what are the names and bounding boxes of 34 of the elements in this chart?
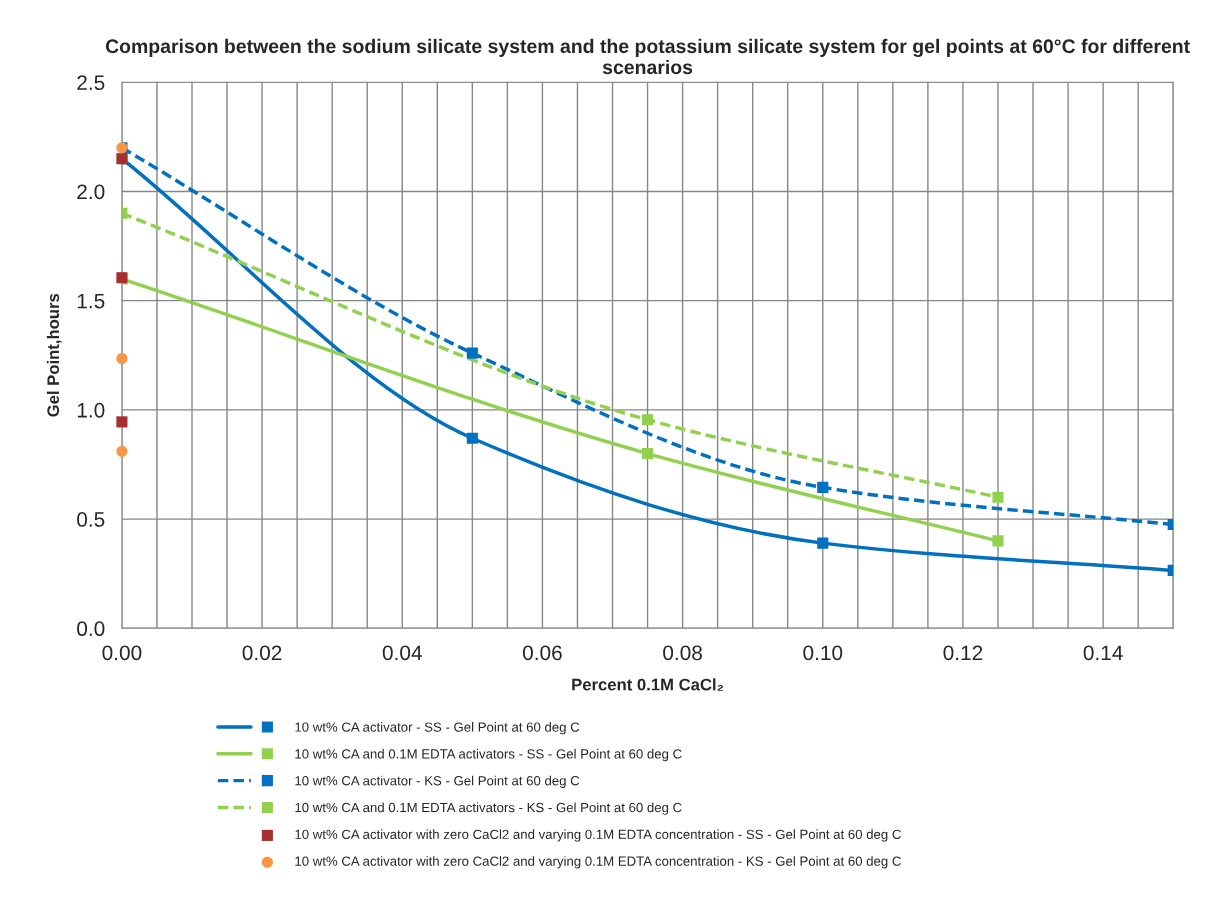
y-tick-label: 0.5 xyxy=(77,512,105,527)
point xyxy=(116,272,128,284)
x-tick-label: 0.06 xyxy=(522,645,562,661)
y-tick-label: 1.0 xyxy=(77,402,105,418)
legend-label: 10 wt% CA and 0.1M EDTA activators - SS - Gel Point at 60 deg C xyxy=(295,748,682,762)
y-tick-label: 1.5 xyxy=(77,293,105,309)
x-tick-label: 0.08 xyxy=(663,645,702,661)
legend-label: 10 wt% CA and 0.1M EDTA activators - KS - Gel Point at 60 deg C xyxy=(295,802,682,815)
point xyxy=(116,445,128,457)
x-tick-label: 0.04 xyxy=(382,645,422,661)
legend-label: 10 wt% CA activator with zero CaCl2 and varying 0.1M EDTA concentration - KS - Gel Point at 60 deg C xyxy=(295,856,901,869)
point xyxy=(116,352,128,365)
y-axis-title: Gel Point,hours xyxy=(46,293,62,417)
point xyxy=(466,432,478,444)
x-tick-label: 0.02 xyxy=(242,645,282,661)
legend-label: 10 wt% CA activator with zero CaCl2 and varying 0.1M EDTA concentration - SS - Gel Point at 60 deg C xyxy=(295,829,901,842)
x-tick-label: 0.10 xyxy=(803,645,843,661)
point xyxy=(992,535,1004,547)
point xyxy=(116,416,128,428)
y-tick-label: 0.0 xyxy=(77,621,105,637)
point xyxy=(992,491,1004,503)
legend-label: 10 wt% CA activator - KS - Gel Point at 60 deg C xyxy=(295,775,580,788)
point xyxy=(817,537,829,549)
x-axis-title: Percent 0.1M CaCl₂ xyxy=(572,678,724,691)
y-tick-label: 2.5 xyxy=(77,75,105,91)
point xyxy=(641,414,654,426)
x-tick-label: 0.12 xyxy=(943,645,983,661)
point xyxy=(641,447,654,460)
x-tick-label: 0.00 xyxy=(102,645,142,661)
chart-title: Comparison between the sodium silicate system and the potassium silicate system for gel points at 60°C for different scenarios xyxy=(105,38,1190,75)
x-tick-label: 0.14 xyxy=(1083,645,1123,661)
y-tick-label: 2.0 xyxy=(77,184,105,200)
point xyxy=(116,153,128,165)
legend-label: 10 wt% CA activator - SS - Gel Point at 60 deg C xyxy=(295,722,580,735)
